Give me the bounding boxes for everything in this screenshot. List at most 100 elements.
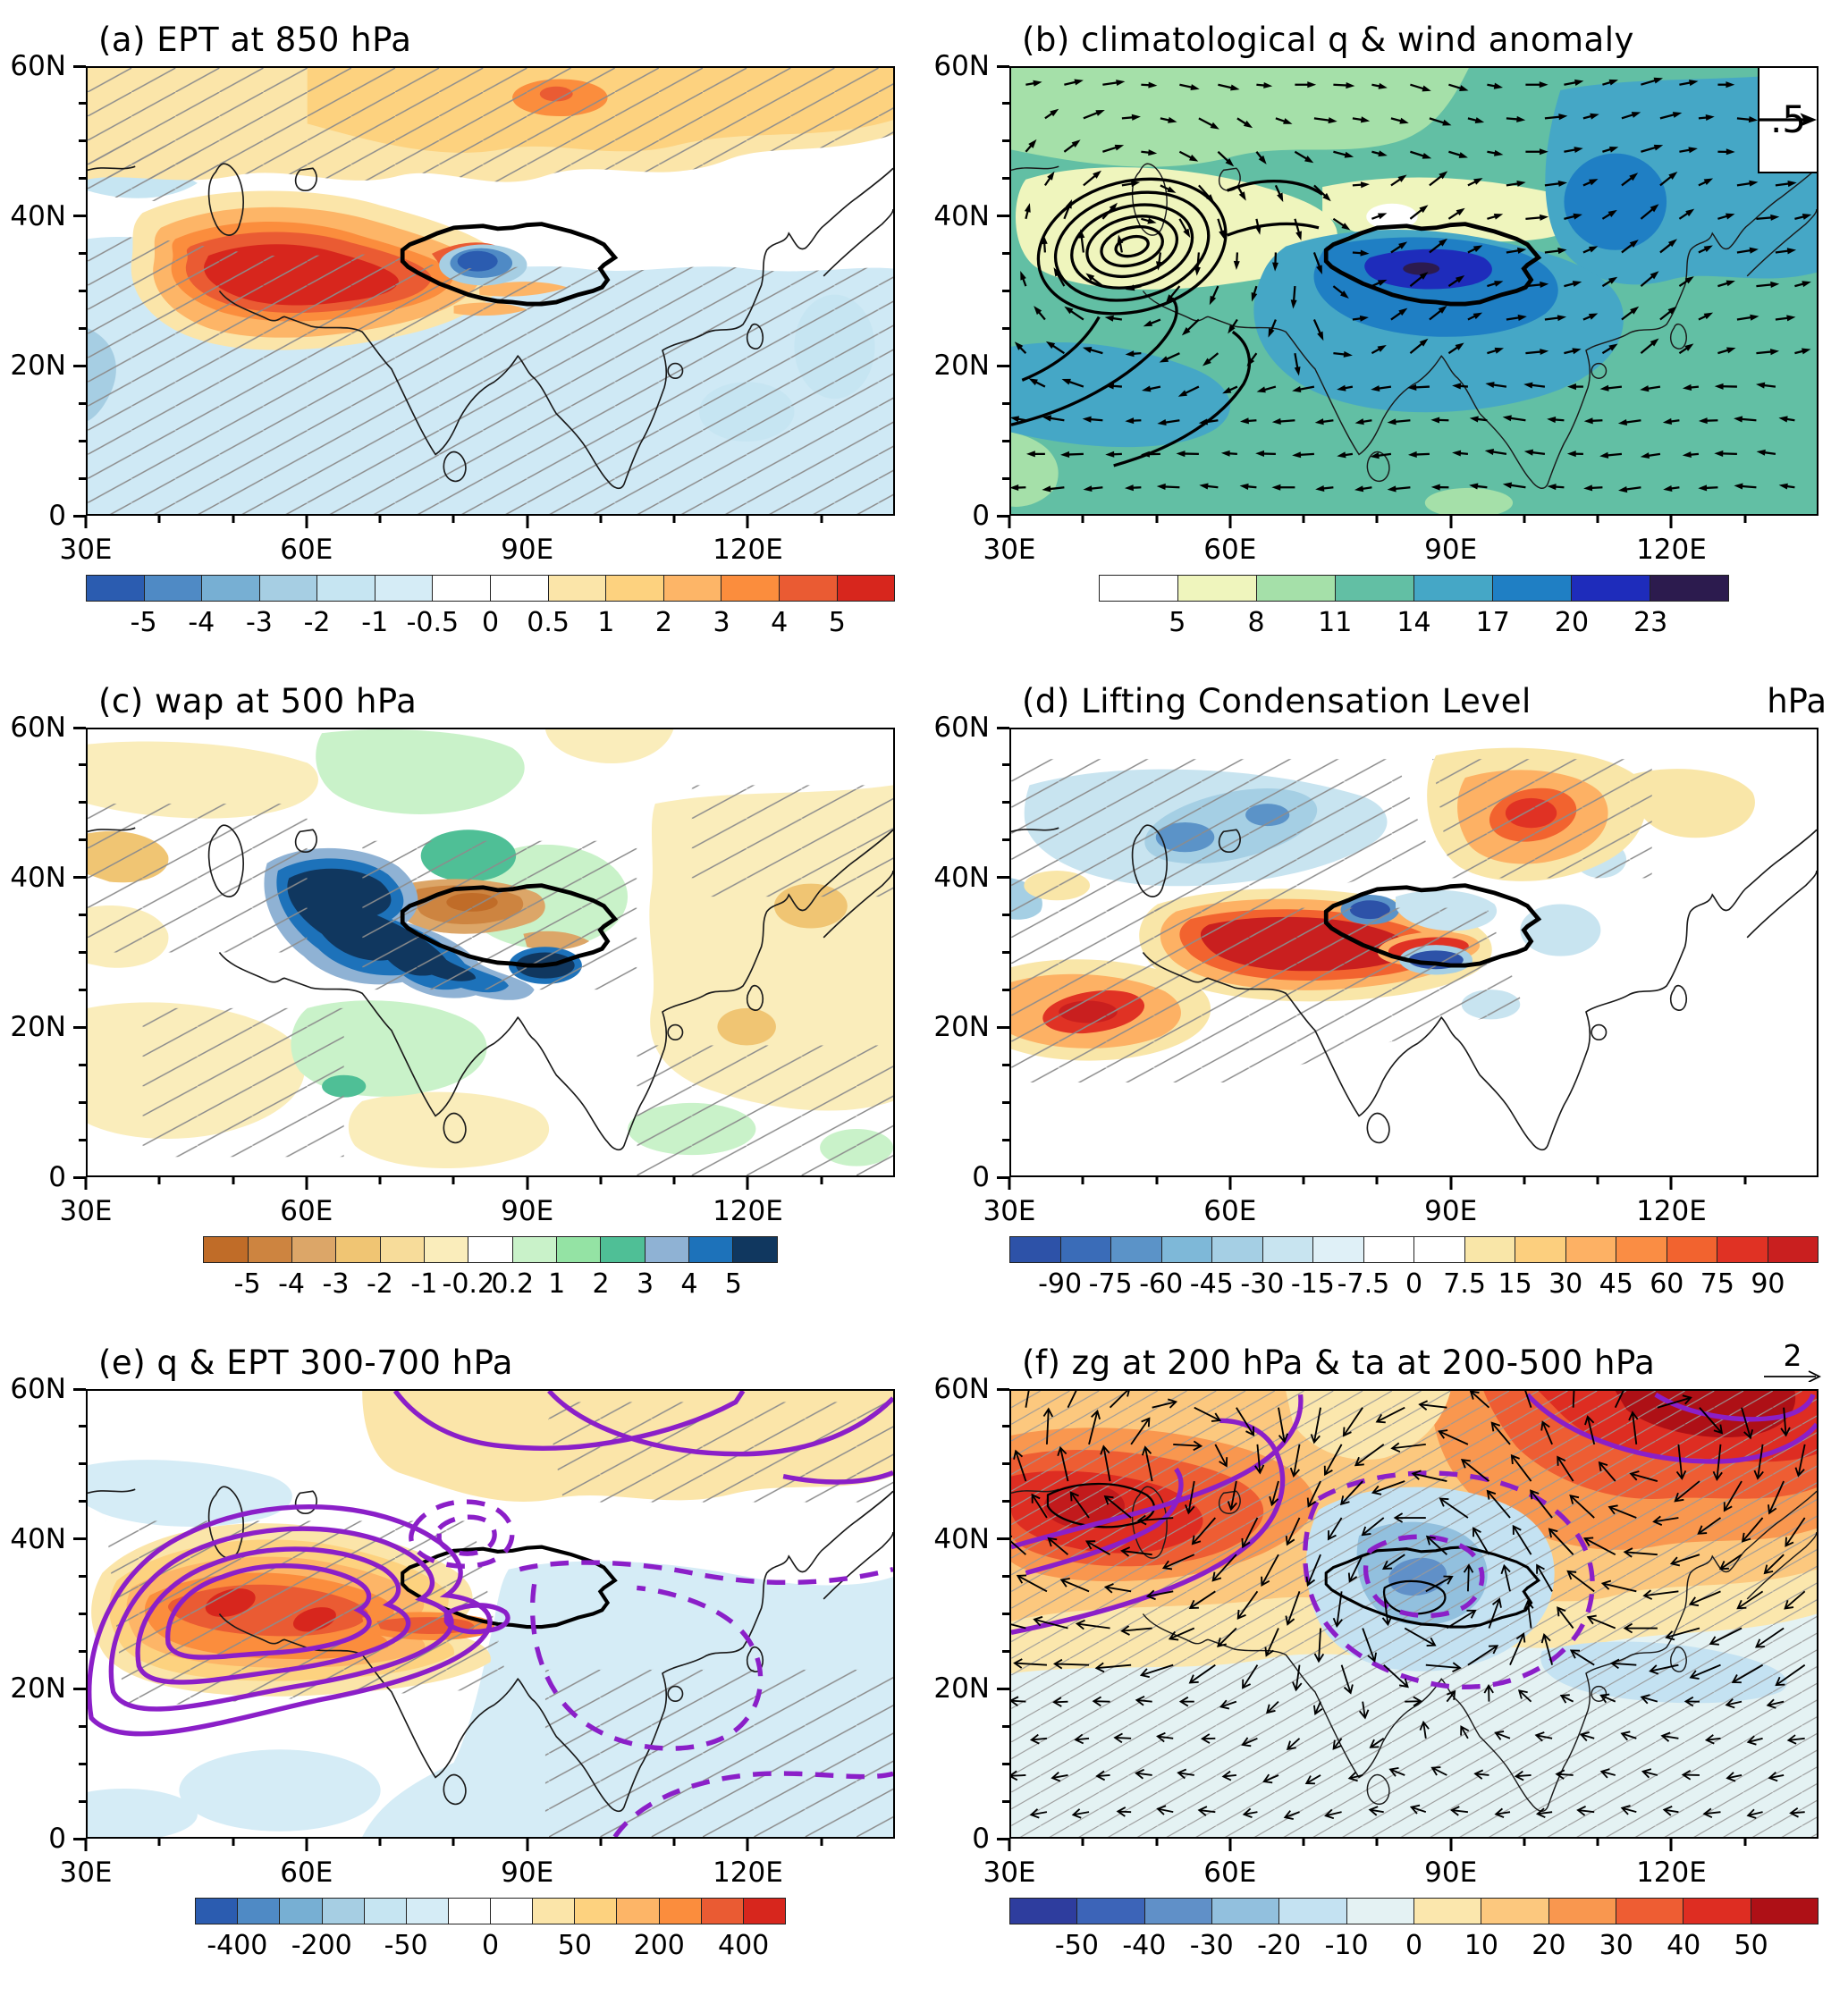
colorbar-cell	[1493, 576, 1573, 601]
colorbar-tick-label: 15	[1498, 1268, 1532, 1300]
colorbar-tick-label: -5	[130, 607, 157, 638]
colorbar-tick-label: 0	[481, 607, 500, 638]
colorbar-cell	[1751, 1899, 1818, 1924]
y-minor-tick	[79, 476, 86, 480]
y-minor-tick	[1002, 763, 1009, 767]
y-minor-tick	[1002, 801, 1009, 804]
y-minor-tick	[1002, 1724, 1009, 1728]
tibetan-plateau-outline	[1323, 883, 1542, 968]
x-major-tick	[1008, 1839, 1011, 1851]
colorbar-d: -90 -75 -60 -45 -30 -15 -7.5 0 7.5 15 30 45 60 75 90	[1009, 1236, 1818, 1301]
y-minor-tick	[1002, 1462, 1009, 1466]
x-minor-tick	[1743, 1839, 1747, 1846]
colorbar-cell	[1177, 576, 1257, 601]
x-minor-tick	[1375, 516, 1379, 523]
x-tick-label: 60E	[1203, 1857, 1257, 1889]
colorbar-cell	[556, 1237, 602, 1262]
x-minor-tick	[672, 516, 676, 523]
colorbar-tick-label: 3	[636, 1268, 654, 1300]
y-tick-label: 60N	[10, 1373, 66, 1405]
x-minor-tick	[1743, 1177, 1747, 1184]
wind-vectors	[1011, 77, 1812, 493]
x-tick-label: 90E	[1424, 534, 1478, 566]
colorbar-tick-label: 2	[592, 1268, 610, 1300]
colorbar-tick-label: -4	[188, 607, 215, 638]
x-tick-label: 90E	[501, 534, 554, 566]
colorbar-tick-label: 0	[1405, 1268, 1423, 1300]
reference-vector-arrow	[1759, 113, 1817, 127]
x-major-tick	[1669, 516, 1673, 528]
colorbar-tick-label: -20	[1257, 1930, 1302, 1961]
x-major-tick	[305, 1839, 308, 1851]
x-minor-tick	[1081, 1177, 1084, 1184]
x-major-tick	[1449, 1839, 1453, 1851]
colorbar-cell	[1616, 1899, 1684, 1924]
colorbar-tick-label: -3	[322, 1268, 350, 1300]
ept-contours-positive	[88, 1391, 893, 1737]
colorbar-cell	[575, 1899, 618, 1924]
y-tick-label: 40N	[10, 1522, 66, 1555]
colorbar-tick-label: 45	[1599, 1268, 1633, 1300]
colorbar-cell	[1335, 576, 1414, 601]
x-axis: 30E 60E 90E 120E	[59, 1177, 895, 1229]
y-major-tick	[997, 1537, 1009, 1541]
x-major-tick	[1008, 516, 1011, 528]
y-axis: 60N 40N 20N 0	[0, 50, 86, 532]
y-minor-tick	[79, 1762, 86, 1765]
map-d	[1009, 728, 1818, 1177]
colorbar-tick-label: 4	[680, 1268, 698, 1300]
y-major-tick	[997, 726, 1009, 729]
x-minor-tick	[232, 516, 235, 523]
colorbar-tick-label: -1	[361, 607, 389, 638]
colorbar-tick-label: -60	[1139, 1268, 1184, 1300]
colorbar-cell	[743, 1899, 785, 1924]
y-major-tick	[997, 1687, 1009, 1690]
colorbar-tick-label: 200	[633, 1930, 685, 1961]
x-tick-label: 120E	[1636, 534, 1707, 566]
colorbar-cell	[1144, 1899, 1212, 1924]
x-minor-tick	[599, 1177, 603, 1184]
y-minor-tick	[79, 988, 86, 991]
colorbar-cell	[491, 1899, 534, 1924]
x-major-tick	[746, 1177, 749, 1190]
x-minor-tick	[599, 1839, 603, 1846]
colorbar-tick-label: 50	[1734, 1930, 1768, 1961]
y-minor-tick	[1002, 988, 1009, 991]
y-tick-label: 40N	[10, 199, 66, 232]
colorbar-cell	[533, 1899, 576, 1924]
colorbar-tick-label: 30	[1599, 1930, 1633, 1961]
x-minor-tick	[1302, 1839, 1305, 1846]
colorbar-cell	[1010, 1237, 1061, 1262]
y-minor-tick	[79, 1138, 86, 1141]
reference-vector-box: .5	[1758, 68, 1817, 173]
y-minor-tick	[79, 801, 86, 804]
x-minor-tick	[1375, 1839, 1379, 1846]
colorbar-tick-label: 0.2	[491, 1268, 535, 1300]
ta-contours-positive	[1011, 1392, 1817, 1635]
x-major-tick	[1669, 1177, 1673, 1190]
tibetan-plateau-outline	[1323, 222, 1542, 307]
colorbar-tick-label: -7.5	[1337, 1268, 1390, 1300]
colorbar-cell	[280, 1899, 323, 1924]
panel-d: (d) Lifting Condensation Level hPa 60N 40…	[924, 661, 1848, 1323]
colorbar-tick-label: 14	[1397, 607, 1431, 638]
colorbar-tick-label: 17	[1475, 607, 1510, 638]
x-tick-label: 90E	[501, 1195, 554, 1227]
x-minor-tick	[1081, 1839, 1084, 1846]
x-minor-tick	[1302, 1177, 1305, 1184]
colorbar-tick-label: -50	[1054, 1930, 1099, 1961]
colorbar-cell	[1077, 1899, 1145, 1924]
y-tick-label: 60N	[933, 1373, 990, 1405]
y-tick-label: 20N	[10, 1011, 66, 1044]
y-major-tick	[73, 364, 86, 367]
y-minor-tick	[1002, 951, 1009, 954]
colorbar-tick-label: 11	[1318, 607, 1353, 638]
x-major-tick	[305, 1177, 308, 1190]
y-minor-tick	[1002, 476, 1009, 480]
colorbar-tick-label: 23	[1633, 607, 1668, 638]
y-minor-tick	[1002, 1063, 1009, 1066]
colorbar-cell	[1768, 1237, 1818, 1262]
y-major-tick	[997, 876, 1009, 880]
panel-f-title: (f) zg at 200 hPa & ta at 200-500 hPa	[1022, 1343, 1656, 1382]
y-minor-tick	[79, 1649, 86, 1653]
